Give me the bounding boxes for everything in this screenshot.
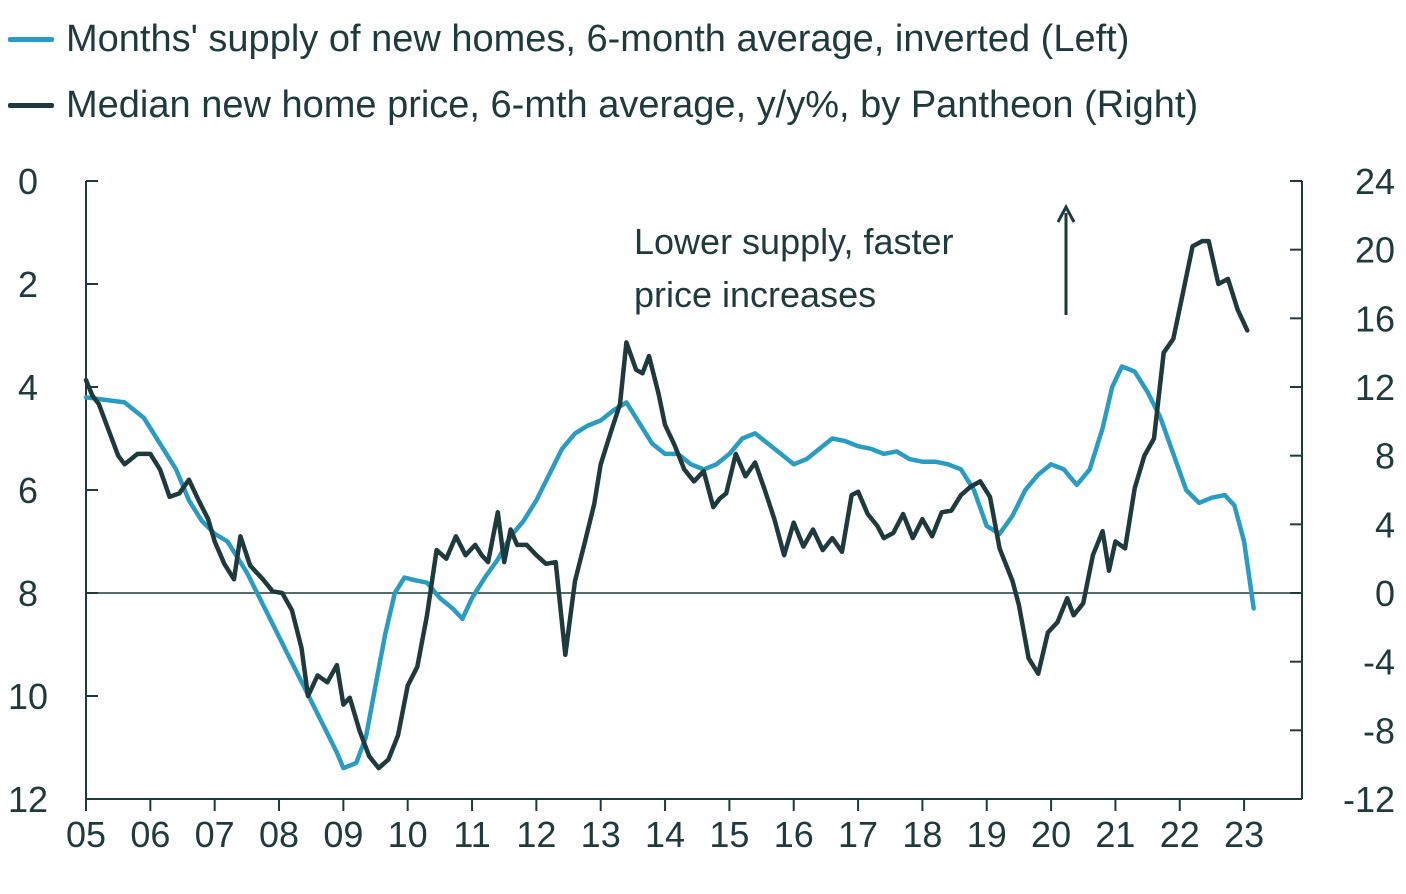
right-tick-label: -12 — [1343, 779, 1395, 820]
x-tick-label: 05 — [66, 814, 106, 855]
x-tick-label: 07 — [195, 814, 235, 855]
annotation-group: Lower supply, faster price increases — [634, 203, 1076, 315]
x-tick-label: 08 — [259, 814, 299, 855]
x-tick-label: 14 — [645, 814, 685, 855]
left-tick-label: 10 — [8, 676, 48, 717]
x-tick-label: 10 — [388, 814, 428, 855]
x-tick-label: 16 — [774, 814, 814, 855]
annotation-arrow-head — [1056, 203, 1076, 223]
right-tick-label: 12 — [1355, 367, 1395, 408]
left-tick-label: 12 — [8, 779, 48, 820]
x-tick-label: 09 — [323, 814, 363, 855]
legend: Months' supply of new homes, 6-month ave… — [8, 6, 1198, 138]
right-tick-label: 4 — [1375, 504, 1395, 545]
left-tick-label: 2 — [18, 264, 38, 305]
right-tick-label: 16 — [1355, 298, 1395, 339]
x-tick-label: 15 — [709, 814, 749, 855]
series-group — [83, 238, 1256, 771]
left-tick-label: 6 — [18, 470, 38, 511]
x-tick-label: 13 — [581, 814, 621, 855]
legend-item-supply: Months' supply of new homes, 6-month ave… — [8, 6, 1198, 72]
x-tick-label: 18 — [902, 814, 942, 855]
legend-label-supply: Months' supply of new homes, 6-month ave… — [66, 17, 1130, 60]
x-tick-label: 06 — [130, 814, 170, 855]
x-tick-label: 21 — [1095, 814, 1135, 855]
left-tick-label: 4 — [18, 367, 38, 408]
x-tick-label: 22 — [1160, 814, 1200, 855]
series-line-months-supply — [83, 364, 1256, 771]
legend-item-price: Median new home price, 6-mth average, y/… — [8, 72, 1198, 138]
x-tick-label: 20 — [1031, 814, 1071, 855]
legend-label-price: Median new home price, 6-mth average, y/… — [66, 83, 1199, 126]
left-tick-label: 0 — [18, 161, 38, 202]
x-tick-label: 12 — [516, 814, 556, 855]
legend-swatch-supply — [8, 36, 54, 42]
right-tick-label: 24 — [1355, 161, 1395, 202]
x-tick-label: 11 — [453, 814, 490, 855]
right-tick-label: 20 — [1355, 230, 1395, 271]
x-tick-label: 23 — [1224, 814, 1264, 855]
right-tick-label: 0 — [1375, 573, 1395, 614]
legend-swatch-price — [8, 102, 54, 108]
right-tick-label: -4 — [1363, 642, 1395, 683]
right-tick-label: -8 — [1363, 710, 1395, 751]
x-tick-label: 17 — [838, 814, 878, 855]
annotation-line-2: price increases — [634, 274, 876, 315]
right-tick-label: 8 — [1375, 436, 1395, 477]
series-line-median-price — [83, 238, 1250, 771]
x-tick-label: 19 — [967, 814, 1007, 855]
annotation-line-1: Lower supply, faster — [634, 221, 953, 262]
left-tick-label: 8 — [18, 573, 38, 614]
